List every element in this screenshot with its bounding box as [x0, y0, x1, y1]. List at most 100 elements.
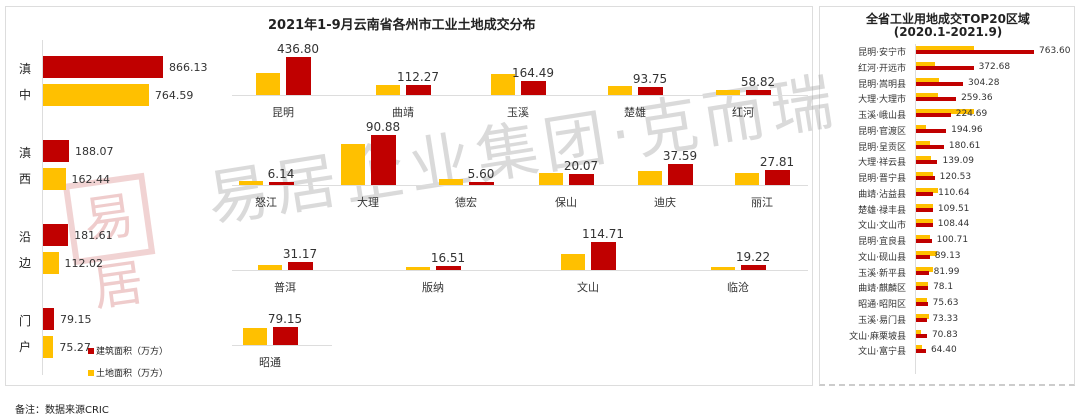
- land-bar: [539, 173, 563, 185]
- built-bar: [43, 308, 54, 330]
- land-bar: [43, 168, 66, 190]
- city-label: 大理: [357, 196, 379, 209]
- built-value-label: 304.28: [968, 77, 1000, 88]
- land-bar: [916, 235, 930, 240]
- land-bar: [916, 46, 974, 51]
- land-bar: [491, 74, 515, 95]
- district-label: 昆明·宜良县: [858, 237, 906, 247]
- built-bar: [916, 239, 932, 243]
- chart-title: 2021年1-9月云南省各州市工业土地成交分布: [268, 18, 536, 33]
- legend-land-swatch: [88, 370, 94, 376]
- district-label: 昆明·晋宁县: [858, 174, 906, 184]
- built-bar: [916, 191, 934, 196]
- built-bar: [273, 326, 298, 345]
- built-bar: [288, 262, 313, 270]
- built-bar: [269, 181, 294, 185]
- land-bar: [916, 313, 930, 319]
- district-label: 文山·文山市: [858, 221, 906, 232]
- top20-title: 全省工业用地成交TOP20区域: [866, 12, 1030, 26]
- built-value-label: 19.22: [735, 250, 771, 265]
- built-value-label: 224.69: [955, 109, 988, 119]
- built-value-label: 89.13: [934, 250, 961, 261]
- land-bar: [735, 172, 759, 185]
- built-value-label: 90.88: [365, 120, 401, 135]
- baseline: [232, 95, 808, 96]
- district-label: 昆明·官渡区: [858, 126, 906, 137]
- built-bar: [916, 333, 927, 338]
- built-value-label: 5.60: [467, 166, 495, 181]
- region-label: 门: [18, 314, 31, 328]
- built-bar: [916, 65, 974, 70]
- built-bar: [43, 140, 70, 162]
- legend-built-label: 建筑面积（万方）: [96, 347, 169, 357]
- region-label: 沿: [18, 230, 31, 244]
- built-bar: [916, 50, 1034, 54]
- built-bar: [668, 164, 693, 185]
- built-bar: [916, 286, 929, 291]
- land-bar: [239, 180, 263, 185]
- built-bar: [469, 181, 494, 185]
- built-bar: [916, 254, 930, 259]
- built-value-label: 109.51: [937, 203, 970, 214]
- land-bar: [916, 140, 930, 146]
- built-value-label: 31.17: [282, 247, 318, 262]
- built-bar: [916, 81, 964, 86]
- built-bar: [591, 241, 616, 270]
- land-bar: [711, 266, 735, 270]
- land-bar: [916, 187, 938, 193]
- city-label: 玉溪: [507, 106, 529, 119]
- region-label: 滇: [18, 146, 31, 160]
- baseline: [232, 345, 332, 346]
- built-value-label: 81.99: [933, 266, 960, 277]
- built-value-label: 20.07: [563, 158, 599, 173]
- built-value-label: 139.09: [942, 156, 974, 167]
- land-bar: [258, 265, 282, 270]
- built-value-label: 164.49: [512, 65, 554, 80]
- land-bar: [43, 84, 149, 106]
- land-bar: [376, 84, 400, 95]
- city-label: 怒江: [255, 196, 277, 209]
- land-bar: [916, 345, 923, 351]
- built-value-label: 372.68: [978, 61, 1011, 72]
- top20-axis: [915, 44, 916, 374]
- district-label: 文山·砚山县: [858, 252, 906, 263]
- built-bar: [43, 224, 69, 246]
- district-label: 昭通·昭阳区: [858, 300, 906, 310]
- built-bar: [916, 317, 928, 322]
- region-label: 中: [18, 88, 31, 102]
- built-bar: [916, 113, 951, 117]
- district-label: 大理·祥云县: [858, 158, 906, 169]
- land-bar: [341, 143, 365, 185]
- built-value-label: 37.59: [662, 149, 698, 164]
- footer-note: 备注：数据来源CRIC: [15, 405, 109, 416]
- built-bar: [916, 97, 957, 102]
- city-label: 昭通: [259, 356, 281, 369]
- built-value-label: 64.40: [930, 345, 957, 356]
- city-label: 红河: [732, 106, 754, 119]
- built-bar: [916, 144, 944, 149]
- region-label: 户: [18, 340, 31, 354]
- district-label: 大理·大理市: [858, 95, 906, 106]
- built-value-label: 110.64: [938, 187, 970, 198]
- land-bar: [916, 203, 933, 209]
- built-bar: [638, 86, 663, 95]
- district-label: 楚雄·禄丰县: [858, 205, 906, 216]
- built-value-label: 194.96: [951, 124, 983, 135]
- city-label: 迪庆: [654, 196, 676, 209]
- land-bar: [916, 77, 940, 83]
- land-bar: [916, 250, 937, 256]
- top20-subtitle: (2020.1-2021.9): [893, 25, 1003, 39]
- built-bar: [916, 128, 947, 133]
- city-label: 德宏: [455, 196, 477, 209]
- built-value-label: 181.61: [74, 229, 113, 242]
- city-label: 临沧: [727, 281, 749, 294]
- built-value-label: 259.36: [961, 93, 993, 104]
- land-value-label: 112.02: [64, 257, 104, 270]
- region-label: 滇: [18, 62, 31, 76]
- district-label: 曲靖·沾益县: [858, 189, 906, 200]
- built-value-label: 6.14: [267, 166, 295, 181]
- land-value-label: 764.59: [154, 89, 194, 102]
- land-bar: [916, 282, 928, 288]
- city-label: 普洱: [274, 281, 296, 294]
- district-label: 玉溪·易门县: [858, 315, 906, 326]
